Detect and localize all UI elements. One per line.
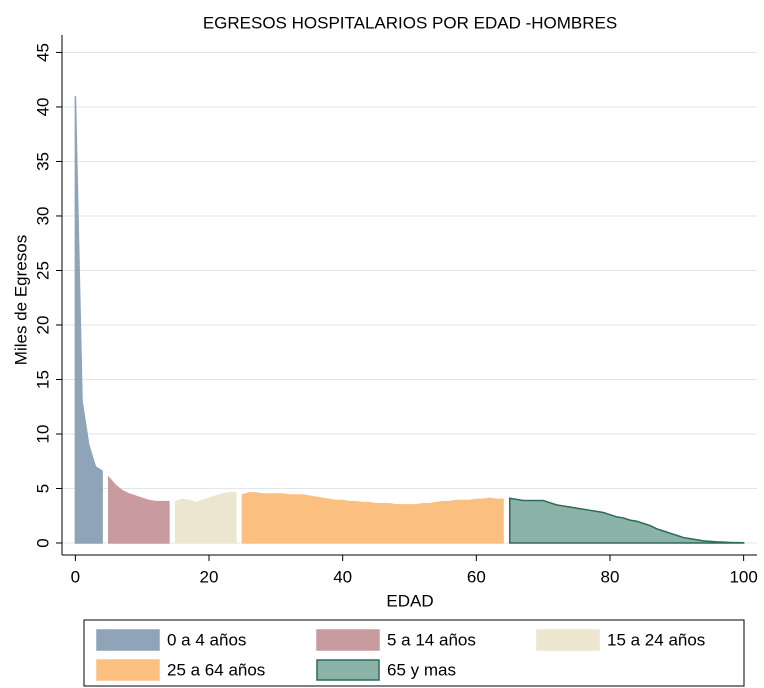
legend-label: 15 a 24 años [607, 630, 705, 649]
chart-title: EGRESOS HOSPITALARIOS POR EDAD -HOMBRES [203, 13, 617, 32]
x-tick-label: 100 [729, 567, 757, 586]
legend-swatch [316, 629, 380, 651]
y-tick-label: 45 [33, 43, 52, 62]
area [74, 96, 103, 544]
legend-label: 65 y mas [387, 660, 456, 679]
x-tick-label: 80 [601, 567, 620, 586]
legend-swatch [536, 629, 600, 651]
legend-swatch [96, 629, 160, 651]
legend-swatch [316, 659, 380, 681]
y-tick-label: 25 [33, 261, 52, 280]
area [174, 492, 237, 544]
y-axis-label: Miles de Egresos [11, 235, 30, 365]
legend-label: 25 a 64 años [167, 660, 265, 679]
x-tick-label: 0 [71, 567, 80, 586]
y-tick-label: 5 [33, 484, 52, 493]
legend-box [83, 619, 745, 687]
area [508, 497, 745, 544]
y-tick-label: 20 [33, 316, 52, 335]
y-tick-label: 15 [33, 370, 52, 389]
area [108, 475, 170, 544]
y-tick-label: 10 [33, 425, 52, 444]
area [241, 492, 504, 544]
x-tick-label: 20 [200, 567, 219, 586]
y-tick-label: 35 [33, 152, 52, 171]
x-tick-label: 60 [467, 567, 486, 586]
legend-label: 5 a 14 años [387, 630, 476, 649]
legend-swatch [96, 659, 160, 681]
legend-label: 0 a 4 años [167, 630, 246, 649]
y-tick-label: 30 [33, 207, 52, 226]
x-tick-label: 40 [333, 567, 352, 586]
x-axis-label: EDAD [386, 591, 433, 610]
y-tick-label: 40 [33, 97, 52, 116]
y-tick-label: 0 [33, 538, 52, 547]
